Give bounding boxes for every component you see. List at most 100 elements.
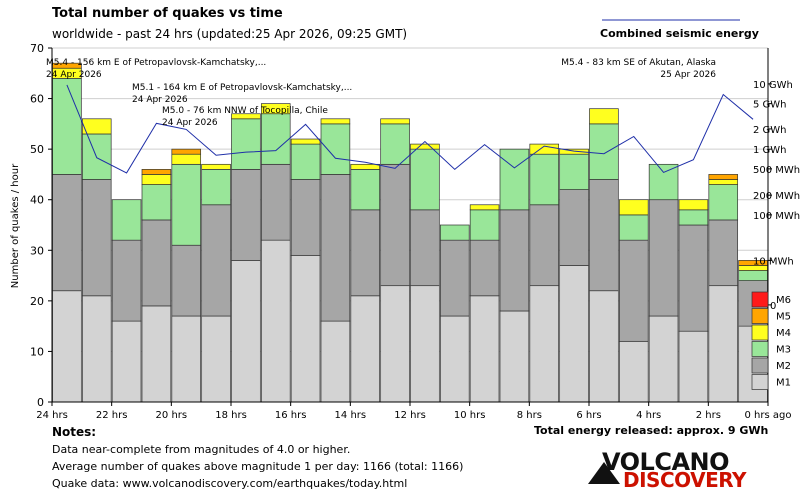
bar-m3 (320, 123, 351, 175)
x-tick-label: 2 hrs (696, 410, 721, 421)
annotation-date: 24 Apr 2026 (46, 70, 102, 80)
bar-m2 (708, 219, 739, 287)
bar-m1 (231, 260, 261, 403)
energy-tick-label: 0 (770, 301, 776, 312)
chart-subtitle: worldwide - past 24 hrs (updated:25 Apr … (52, 27, 407, 41)
chart-title: Total number of quakes vs time (52, 6, 283, 21)
bar-m2 (201, 204, 231, 317)
bar-m4 (559, 148, 589, 155)
x-tick-label: 12 hrs (394, 410, 426, 421)
energy-tick-label: 10 MWh (753, 256, 794, 267)
bar-m3 (52, 77, 82, 175)
bar-m3 (559, 153, 589, 190)
x-tick-label: 8 hrs (517, 410, 542, 421)
logo-text-discovery: DISCOVERY (623, 468, 747, 492)
bar-m3 (499, 148, 530, 211)
annotation-date: 25 Apr 2026 (660, 70, 716, 80)
annotation-text: M5.4 - 83 km SE of Akutan, Alaska (561, 58, 716, 68)
y-tick-label: 0 (37, 396, 44, 409)
notes-line-1: Data near-complete from magnitudes of 4.… (52, 443, 351, 456)
bar-m2 (380, 163, 410, 287)
bar-m2 (111, 239, 142, 322)
bar-m4 (231, 113, 261, 120)
bar-m2 (52, 174, 82, 292)
bar-m3 (439, 224, 470, 241)
legend-label-m6: M6 (776, 295, 791, 306)
legend-swatch-m6 (751, 291, 769, 308)
energy-line (66, 84, 754, 174)
bar-m4 (708, 179, 739, 185)
bar-m4 (529, 143, 560, 155)
bar-m2 (231, 169, 261, 261)
legend-swatch-m3 (751, 341, 769, 357)
x-tick-label: 18 hrs (215, 410, 247, 421)
y-tick-label: 50 (30, 143, 44, 156)
bar-m5 (141, 169, 172, 175)
bar-m1 (81, 295, 112, 403)
annotation-date: 24 Apr 2026 (132, 95, 188, 105)
legend-label-m1: M1 (776, 378, 791, 389)
bar-m4 (469, 204, 500, 211)
legend-swatch-m5 (751, 308, 769, 324)
bar-m1 (260, 239, 291, 403)
bar-m1 (439, 315, 470, 403)
bar-m4 (320, 118, 351, 125)
bar-m1 (410, 285, 440, 403)
y-tick-label: 30 (30, 244, 44, 257)
bar-m1 (589, 290, 619, 403)
bar-m4 (171, 153, 202, 165)
annotation-date: 24 Apr 2026 (162, 118, 218, 128)
bar-m2 (81, 179, 112, 297)
bar-m1 (708, 285, 739, 403)
energy-tick-label: 2 GWh (753, 125, 787, 136)
bar-m5 (171, 148, 202, 155)
logo-text-volcano: VOLCANO (602, 448, 730, 476)
bar-m3 (738, 270, 768, 281)
legend-label-m3: M3 (776, 345, 791, 356)
legend-swatch-m1 (751, 374, 769, 390)
bar-m1 (469, 295, 500, 403)
y-tick-label: 40 (30, 194, 44, 207)
bar-m2 (439, 239, 470, 317)
bar-m1 (171, 315, 202, 403)
bar-m1 (52, 290, 82, 403)
y-tick-label: 20 (30, 295, 44, 308)
bar-m1 (111, 320, 142, 403)
bar-m2 (589, 179, 619, 292)
bar-m1 (350, 295, 381, 403)
x-tick-label: 24 hrs (36, 410, 68, 421)
x-tick-label: 14 hrs (335, 410, 367, 421)
bar-m3 (231, 118, 261, 170)
bar-m2 (290, 179, 321, 256)
bar-m5 (708, 174, 739, 180)
volcano-discovery-logo[interactable]: VOLCANO DISCOVERY (588, 448, 747, 492)
x-tick-label: 20 hrs (156, 410, 188, 421)
bar-m2 (410, 209, 440, 287)
bar-m3 (141, 184, 172, 221)
bar-m2 (350, 209, 381, 297)
bar-m2 (171, 244, 202, 317)
bar-m2 (559, 189, 589, 266)
bar-m3 (201, 169, 231, 206)
y-axis-label: Number of quakes / hour (10, 163, 21, 288)
bar-m2 (260, 163, 291, 241)
energy-tick-label: 500 MWh (753, 165, 800, 176)
notes-line-3: Quake data: www.volcanodiscovery.com/ear… (52, 477, 408, 490)
bar-m3 (469, 209, 500, 241)
bar-m3 (380, 123, 410, 165)
x-tick-label: 10 hrs (454, 410, 486, 421)
bar-m4 (678, 199, 709, 211)
legend-label-m4: M4 (776, 328, 791, 339)
bar-m2 (320, 174, 351, 322)
y-tick-label: 70 (30, 42, 44, 55)
legend-label-m2: M2 (776, 361, 791, 372)
bar-m3 (171, 163, 202, 246)
bar-m3 (708, 184, 739, 221)
bar-m1 (529, 285, 560, 403)
bar-m1 (648, 315, 679, 403)
bar-m4 (141, 174, 172, 185)
x-tick-label: 16 hrs (275, 410, 307, 421)
bar-m3 (648, 163, 679, 201)
bar-m3 (260, 113, 291, 165)
bar-m3 (350, 169, 381, 211)
